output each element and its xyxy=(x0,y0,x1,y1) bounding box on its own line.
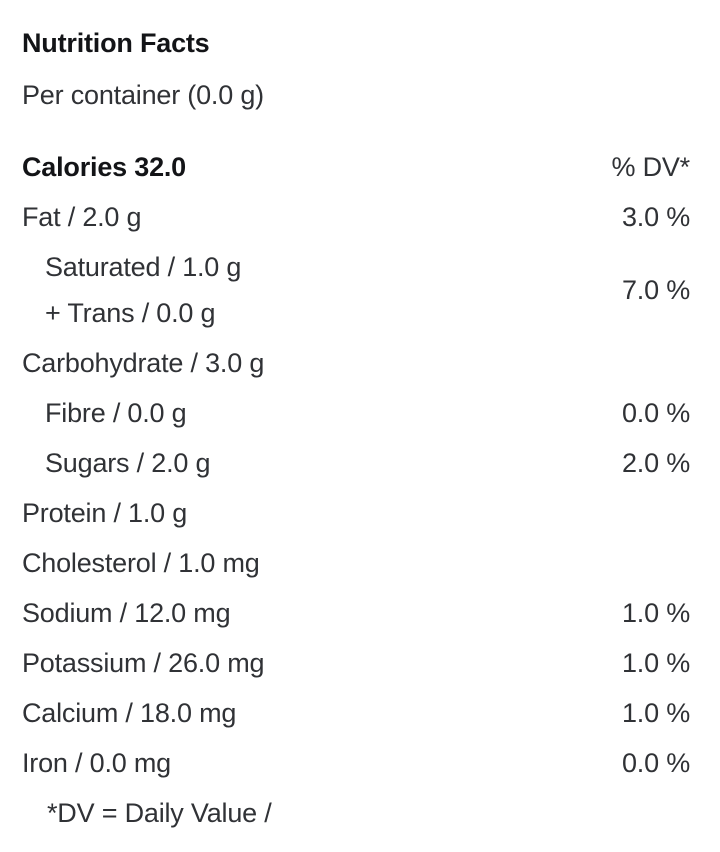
nutrient-row-fat: Fat / 2.0 g 3.0 % xyxy=(22,202,690,232)
nutrient-row-sugars: Sugars / 2.0 g 2.0 % xyxy=(22,448,690,478)
nutrient-row-fibre: Fibre / 0.0 g 0.0 % xyxy=(22,398,690,428)
nutrient-row-iron: Iron / 0.0 mg 0.0 % xyxy=(22,748,690,778)
nutrient-row-protein: Protein / 1.0 g xyxy=(22,498,690,528)
nutrient-dv: 1.0 % xyxy=(621,698,690,728)
nutrient-dv: 0.0 % xyxy=(621,398,690,428)
dv-footnote: *DV = Daily Value / xyxy=(47,798,272,828)
nutrient-name: Carbohydrate / 3.0 g xyxy=(22,348,265,378)
dv-column-header: % DV* xyxy=(611,152,690,182)
nutrient-name: Sodium / 12.0 mg xyxy=(22,598,231,628)
panel-title: Nutrition Facts xyxy=(22,28,210,58)
nutrient-name-group: Saturated / 1.0 g + Trans / 0.0 g xyxy=(22,252,241,328)
nutrient-name: Sugars / 2.0 g xyxy=(45,448,211,478)
nutrient-name: Iron / 0.0 mg xyxy=(22,748,171,778)
nutrient-name: Fat / 2.0 g xyxy=(22,202,142,232)
nutrient-name: Potassium / 26.0 mg xyxy=(22,648,265,678)
nutrient-row-saturated-trans: Saturated / 1.0 g + Trans / 0.0 g 7.0 % xyxy=(22,252,690,328)
nutrient-row-cholesterol: Cholesterol / 1.0 mg xyxy=(22,548,690,578)
nutrition-facts-panel: Nutrition Facts Per container (0.0 g) Ca… xyxy=(22,28,690,828)
nutrient-name: Fibre / 0.0 g xyxy=(45,398,187,428)
nutrient-name-trans: + Trans / 0.0 g xyxy=(45,298,216,328)
nutrient-name: Calcium / 18.0 mg xyxy=(22,698,237,728)
nutrient-name-saturated: Saturated / 1.0 g xyxy=(45,252,242,282)
nutrient-dv: 1.0 % xyxy=(621,598,690,628)
nutrient-row-potassium: Potassium / 26.0 mg 1.0 % xyxy=(22,648,690,678)
nutrient-dv: 2.0 % xyxy=(621,448,690,478)
nutrient-row-sodium: Sodium / 12.0 mg 1.0 % xyxy=(22,598,690,628)
nutrient-row-calcium: Calcium / 18.0 mg 1.0 % xyxy=(22,698,690,728)
nutrient-dv: 1.0 % xyxy=(621,648,690,678)
nutrient-row-carbohydrate: Carbohydrate / 3.0 g xyxy=(22,348,690,378)
nutrient-name: Protein / 1.0 g xyxy=(22,498,188,528)
serving-size: Per container (0.0 g) xyxy=(22,80,264,110)
nutrient-dv: 3.0 % xyxy=(621,202,690,232)
nutrient-dv: 0.0 % xyxy=(621,748,690,778)
calories-value: Calories 32.0 xyxy=(22,152,187,182)
calories-header-row: Calories 32.0 % DV* xyxy=(22,152,690,182)
nutrient-dv: 7.0 % xyxy=(621,275,690,305)
nutrient-name: Cholesterol / 1.0 mg xyxy=(22,548,260,578)
